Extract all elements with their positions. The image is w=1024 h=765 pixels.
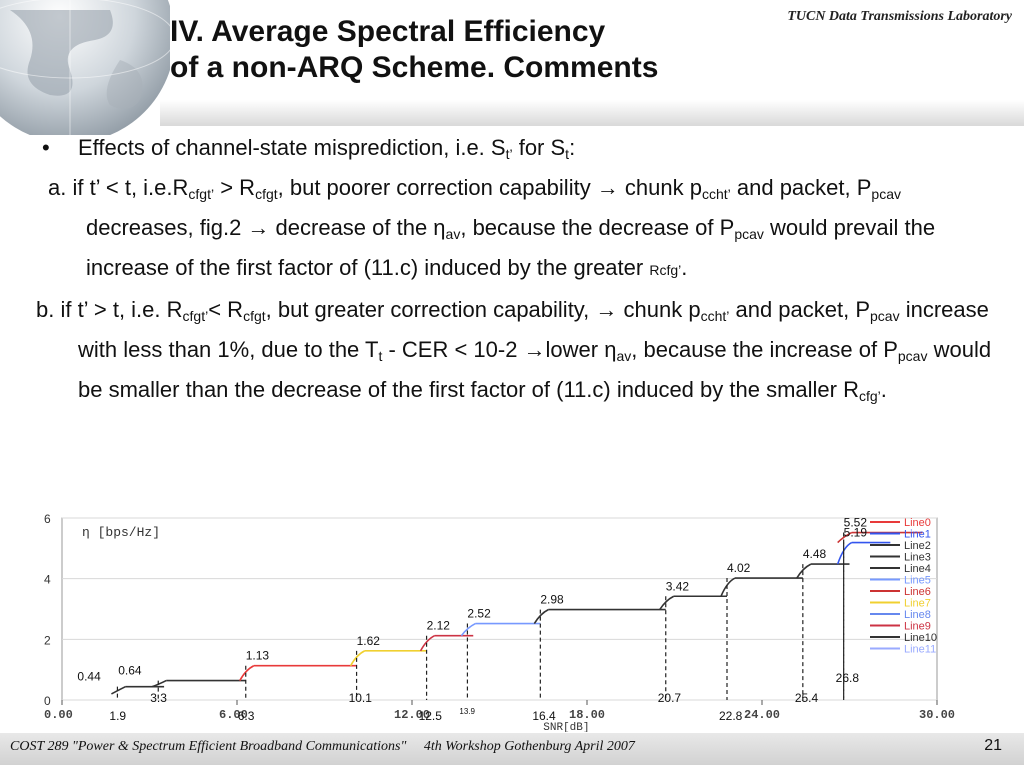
eta-value-label: 2.98: [540, 593, 564, 607]
snr-value-label: 22.8: [719, 709, 743, 723]
eta-value-label: 4.02: [727, 561, 751, 575]
slide-body: • Effects of channel-state misprediction…: [36, 128, 996, 410]
eta-value-label: 3.42: [666, 579, 690, 593]
footer-caption: COST 289 "Power & Spectrum Efficient Bro…: [10, 739, 649, 755]
plot-frame: [61, 517, 938, 701]
x-tick-label: 0.00: [44, 708, 73, 722]
bullet-item: • Effects of channel-state misprediction…: [36, 128, 996, 168]
x-tick-label: 12.00: [394, 708, 430, 722]
eta-value-label: 2.52: [467, 607, 491, 621]
lab-label: TUCN Data Transmissions Laboratory: [787, 9, 1012, 24]
legend-entry: Line9: [904, 621, 931, 633]
y-axis-label: η [bps/Hz]: [82, 525, 160, 540]
y-tick-label: 4: [44, 573, 51, 587]
footer-workshop: 4th Workshop Gothenburg April 2007: [423, 739, 635, 754]
snr-value-label: 25.4: [795, 691, 819, 705]
eta-value-label: 5.19: [844, 526, 868, 540]
snr-value-label: 13.9: [459, 707, 475, 716]
snr-value-label: 16.4: [532, 709, 556, 723]
snr-value-label: 20.7: [658, 691, 682, 705]
x-tick-label: 6.00: [219, 708, 248, 722]
curve-rise: [659, 595, 675, 611]
title-line-1: IV. Average Spectral Efficiency: [170, 15, 606, 48]
eta-value-label: 4.48: [803, 547, 827, 561]
y-tick-label: 0: [44, 694, 51, 708]
snr-value-label: 10.1: [349, 691, 373, 705]
curve-rise: [239, 665, 255, 681]
curve-rise: [796, 563, 812, 579]
legend-entry: Line11: [904, 644, 936, 656]
curve-rise: [837, 531, 853, 544]
legend-entry: Line7: [904, 598, 931, 610]
snr-value-label: 3.3: [150, 691, 167, 705]
spectral-efficiency-chart: 0 2 4 6 0.00 6.00 12.00 18.00 24.00 30.00 η [bps/H…: [22, 510, 982, 732]
footer-bar: [0, 733, 1024, 765]
eta-value-label: 2.12: [427, 619, 451, 633]
globe-logo: [0, 0, 170, 135]
x-tick-label: 24.00: [744, 708, 780, 722]
x-tick-label: 18.00: [569, 708, 605, 722]
footer-conference: COST 289 "Power & Spectrum Efficient Bro…: [10, 739, 407, 754]
item-b: b. if t’ > t, i.e. Rcfgt’< Rcfgt, but gr…: [36, 297, 992, 404]
curve-rise: [419, 634, 435, 652]
header-divider: [160, 100, 1024, 126]
x-axis-label: SNR[dB]: [543, 722, 589, 732]
y-tick-label: 2: [44, 633, 51, 647]
snr-value-label: 1.9: [109, 709, 126, 723]
legend-entry: Line1: [904, 529, 931, 541]
item-a: a. if t’ < t, i.e.Rcfgt’ > Rcfgt, but po…: [48, 175, 936, 280]
eta-value-label: 1.62: [357, 634, 381, 648]
legend-entry: Line6: [904, 586, 931, 598]
legend-entry: Line2: [904, 540, 931, 552]
curve-rise: [460, 622, 476, 637]
eta-value-label: 0.64: [118, 664, 142, 678]
legend-entry: Line3: [904, 552, 931, 564]
curve-rise: [720, 577, 736, 597]
legend-entry: Line4: [904, 563, 931, 575]
legend-entry: Line10: [904, 632, 937, 644]
chart-svg: 0 2 4 6 0.00 6.00 12.00 18.00 24.00 30.00 η [bps/H…: [44, 512, 955, 732]
curve-rise: [349, 650, 365, 667]
x-tick-label: 30.00: [919, 708, 955, 722]
y-tick-label: 6: [44, 512, 51, 526]
snr-value-label: 12.5: [419, 709, 443, 723]
eta-value-label: 0.44: [77, 670, 101, 684]
curve-rise: [533, 608, 549, 624]
page-number: 21: [984, 737, 1002, 754]
title-line-2: of a non-ARQ Scheme. Comments: [170, 51, 659, 84]
legend-entry: Line8: [904, 609, 931, 621]
snr-value-label: 26.8: [836, 671, 860, 685]
bullet-icon: •: [42, 135, 50, 160]
eta-value-label: 1.13: [246, 649, 270, 663]
legend-entry: Line0: [904, 517, 931, 529]
legend-entry: Line5: [904, 575, 931, 587]
slide-title: IV. Average Spectral Efficiency of a non…: [170, 14, 658, 86]
eta-value-label: 5.52: [844, 516, 868, 530]
snr-value-label: 6.3: [238, 709, 255, 723]
